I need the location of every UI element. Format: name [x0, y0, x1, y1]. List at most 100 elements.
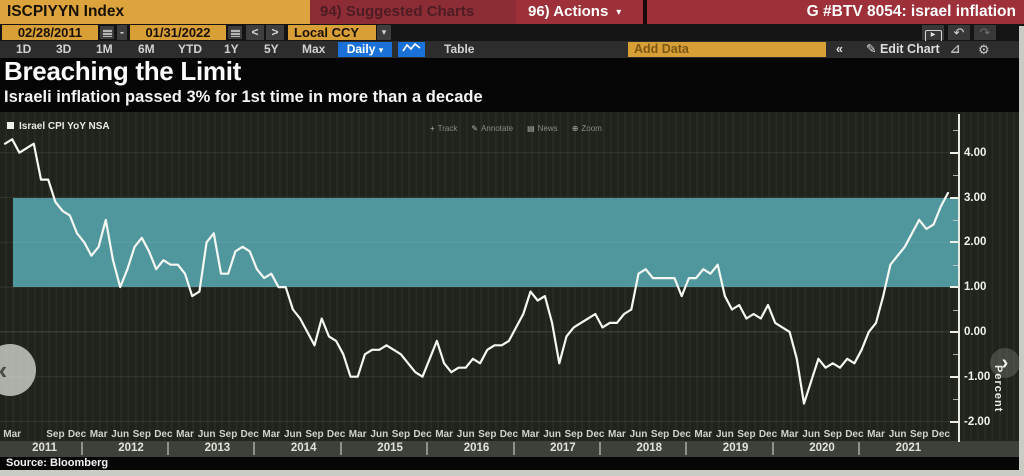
chevron-down-icon: ▾	[378, 45, 384, 55]
screen-capture-button[interactable]: ▶	[922, 25, 944, 42]
year-separator-tick	[167, 442, 169, 455]
x-axis-month-label: Jun	[888, 429, 907, 440]
x-axis-year-label: 2014	[290, 442, 317, 454]
x-axis-month-label: Sep	[132, 429, 151, 440]
undo-button[interactable]: ↶	[948, 25, 970, 40]
x-axis-month-label: Dec	[845, 429, 864, 440]
calendar-icon	[102, 28, 112, 37]
y-axis-tick	[950, 375, 958, 378]
end-date-field[interactable]: 01/31/2022	[130, 25, 226, 40]
ticker-field[interactable]: ISCPIYYN Index	[0, 0, 310, 24]
prev-period-button[interactable]: <	[246, 25, 264, 40]
currency-dropdown-button[interactable]: ▾	[377, 25, 391, 40]
track-icon: +	[430, 124, 435, 133]
year-separator-tick	[598, 442, 601, 455]
actions-label: 96) Actions	[528, 3, 609, 20]
x-axis-month-label: Dec	[413, 429, 432, 440]
y-axis-tick	[950, 151, 958, 154]
chart-tool-label: News	[537, 124, 558, 133]
y-axis-tick	[950, 196, 958, 199]
x-axis-month-label: Jun	[197, 429, 216, 440]
collapse-panel-button[interactable]: «	[836, 42, 843, 56]
x-axis-month-label: Sep	[737, 429, 756, 440]
table-button[interactable]: Table	[444, 42, 475, 56]
range-button-3d[interactable]: 3D	[56, 42, 72, 56]
year-separator-tick	[685, 442, 688, 455]
x-axis-month-label: Dec	[240, 429, 259, 440]
x-axis-month-label: Mar	[3, 429, 22, 440]
range-button-1m[interactable]: 1M	[96, 42, 113, 56]
edit-chart-button[interactable]: ✎ Edit Chart	[866, 41, 940, 58]
source-attribution: Source: Bloomberg	[0, 457, 1024, 470]
x-axis-month-label: Jun	[716, 429, 734, 440]
pencil-icon: ✎	[866, 42, 877, 56]
x-axis-month-label: Sep	[564, 429, 583, 440]
edit-chart-label: Edit Chart	[879, 42, 940, 56]
x-axis-month-label: Sep	[478, 429, 497, 440]
y-axis-label: 1.00	[964, 281, 987, 294]
legend-label: Israel CPI YoY NSA	[19, 121, 110, 132]
year-separator-tick	[426, 442, 429, 455]
y-axis-minor-tick	[953, 309, 958, 311]
frequency-select[interactable]: Daily ▾	[338, 42, 392, 57]
year-separator-tick	[339, 442, 342, 455]
range-button-6m[interactable]: 6M	[138, 42, 155, 56]
redo-button[interactable]: ↷	[974, 25, 996, 40]
legend-swatch-icon	[7, 122, 14, 129]
x-axis-month-label: Sep	[219, 429, 238, 440]
chart-tool-news[interactable]: ▤ News	[527, 124, 558, 133]
y-axis-title: Percent	[992, 365, 1004, 413]
end-calendar-button[interactable]	[228, 26, 242, 39]
target-range-band	[13, 197, 958, 288]
year-separator-tick	[253, 442, 256, 455]
page-subtitle: Israeli inflation passed 3% for 1st time…	[4, 88, 483, 106]
chart-tool-track[interactable]: + Track	[430, 124, 457, 133]
suggested-charts-button[interactable]: 94) Suggested Charts	[310, 0, 516, 24]
x-axis-month-label: Mar	[89, 429, 108, 440]
chart-annotate-icon: ⊿	[950, 42, 961, 56]
add-data-input[interactable]: Add Data	[628, 42, 826, 57]
range-button-max[interactable]: Max	[302, 42, 326, 56]
x-axis-month-label: Mar	[521, 429, 540, 440]
chart-plot-area[interactable]: Israel CPI YoY NSA + Track ✎ Annotate ▤ News ⊕…	[0, 112, 1020, 457]
range-button-5y[interactable]: 5Y	[264, 42, 279, 56]
annotate-icon: ✎	[471, 124, 479, 133]
scroll-right-button[interactable]: ›	[990, 348, 1020, 378]
actions-menu[interactable]: 96) Actions ▾	[516, 0, 643, 24]
x-axis-month-label: Mar	[348, 429, 367, 440]
x-axis-month-label: Jun	[456, 429, 475, 440]
x-axis-month-label: Jun	[284, 429, 302, 440]
frequency-label: Daily	[346, 42, 376, 56]
range-button-ytd[interactable]: YTD	[178, 42, 202, 56]
chart-tool-annotate[interactable]: ✎ Annotate	[471, 124, 513, 133]
range-button-1d[interactable]: 1D	[16, 42, 32, 56]
year-separator-tick	[512, 442, 515, 455]
currency-select[interactable]: Local CCY	[288, 25, 376, 40]
x-axis-month-label: Dec	[326, 429, 346, 440]
date-separator: -	[117, 25, 127, 40]
date-bar: 02/28/2011 - 01/31/2022 < > Local CCY ▾ …	[0, 24, 1024, 42]
x-axis-month-label: Mar	[694, 429, 713, 440]
year-separator-tick	[80, 442, 83, 455]
start-calendar-button[interactable]	[100, 26, 114, 39]
y-axis-tick	[950, 420, 958, 423]
chart-tool-zoom[interactable]: ⊕ Zoom	[572, 124, 602, 133]
chart-type-button[interactable]	[398, 42, 425, 57]
x-axis-month-label: Dec	[672, 429, 691, 440]
x-axis-month-label: Dec	[758, 429, 778, 440]
x-axis-year-label: 2015	[377, 442, 403, 454]
x-axis-month-label: Jun	[629, 429, 648, 440]
y-axis-minor-tick	[953, 354, 958, 356]
screen-title: G #BTV 8054: israel inflation	[647, 0, 1024, 24]
page-title: Breaching the Limit	[4, 56, 241, 86]
range-button-1y[interactable]: 1Y	[224, 42, 239, 56]
next-period-button[interactable]: >	[266, 25, 284, 40]
x-axis-year-label: 2019	[722, 442, 749, 454]
settings-button[interactable]: ⚙	[978, 41, 990, 58]
annotate-chart-button[interactable]: ⊿	[950, 41, 960, 58]
x-axis-month-label: Sep	[823, 429, 842, 440]
y-axis-tick	[950, 330, 958, 333]
start-date-field[interactable]: 02/28/2011	[2, 25, 98, 40]
cpi-line-series	[0, 138, 958, 422]
